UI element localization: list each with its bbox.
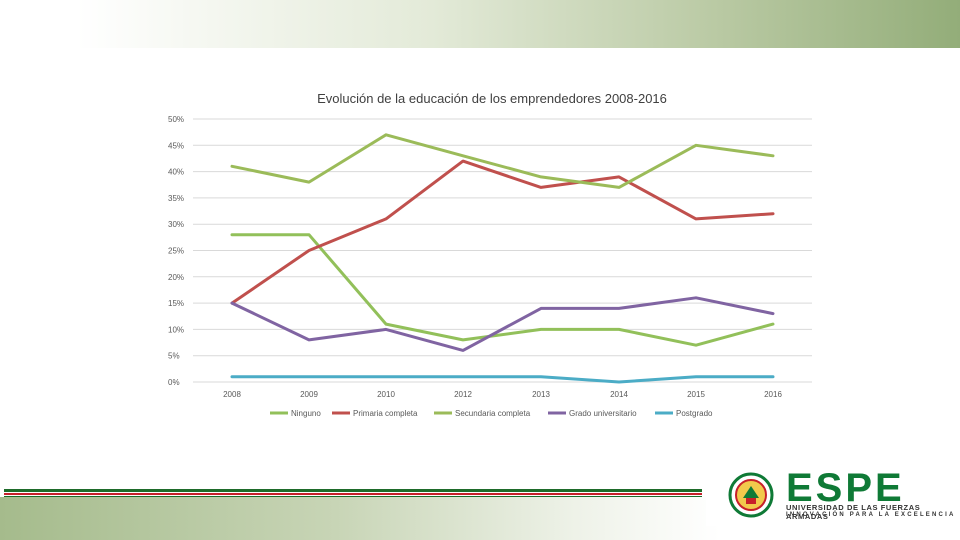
logo-wordmark: ESPE [786,466,905,510]
y-tick-label: 45% [168,141,184,150]
chart-title: Evolución de la educación de los emprend… [317,91,667,106]
footer-stripe-green [4,489,702,492]
series-line-secundaria-completa [230,133,775,189]
x-tick-label: 2013 [532,390,550,399]
legend-label: Postgrado [676,409,713,418]
university-seal-icon [728,472,774,518]
chart-series-lines [230,133,775,384]
chart-legend: Ninguno Primaria completa Secundaria compl… [270,409,713,418]
legend-item: Grado universitario [548,409,637,418]
legend-label: Ninguno [291,409,321,418]
x-tick-label: 2016 [764,390,782,399]
x-tick-label: 2008 [223,390,241,399]
series-line-grado-universitario [230,296,775,352]
y-tick-label: 25% [168,247,184,256]
y-tick-label: 35% [168,194,184,203]
y-tick-label: 50% [168,115,184,124]
footer-stripe-green-thin [4,496,702,497]
y-tick-label: 0% [168,378,180,387]
legend-item: Primaria completa [332,409,418,418]
legend-item: Ninguno [270,409,321,418]
x-axis-tick-labels: 2008 2009 2010 2012 2013 2014 2015 2016 [223,390,782,399]
y-axis-tick-labels: 0% 5% 10% 15% 20% 25% 30% 35% 40% 45% 50% [168,115,184,387]
y-tick-label: 30% [168,220,184,229]
series-line-ninguno [230,233,775,347]
y-tick-label: 5% [168,352,180,361]
logo-university-name: UNIVERSIDAD DE LAS FUERZAS ARMADAS [786,503,921,521]
legend-label: Grado universitario [569,409,637,418]
y-tick-label: 10% [168,325,184,334]
x-tick-label: 2010 [377,390,395,399]
footer-stripe-red [4,493,702,495]
legend-item: Postgrado [655,409,713,418]
y-tick-label: 40% [168,168,184,177]
x-tick-label: 2012 [454,390,472,399]
y-tick-label: 20% [168,273,184,282]
x-tick-label: 2014 [610,390,628,399]
header-gradient-band [0,0,960,48]
legend-item: Secundaria completa [434,409,531,418]
x-tick-label: 2009 [300,390,318,399]
chart-gridlines [193,118,812,383]
x-tick-label: 2015 [687,390,705,399]
series-line-primaria-completa [230,159,775,305]
legend-label: Primaria completa [353,409,418,418]
series-line-postgrado [230,375,775,384]
y-tick-label: 15% [168,299,184,308]
legend-label: Secundaria completa [455,409,531,418]
logo-tagline: INNOVACIÓN PARA LA EXCELENCIA [786,512,956,518]
